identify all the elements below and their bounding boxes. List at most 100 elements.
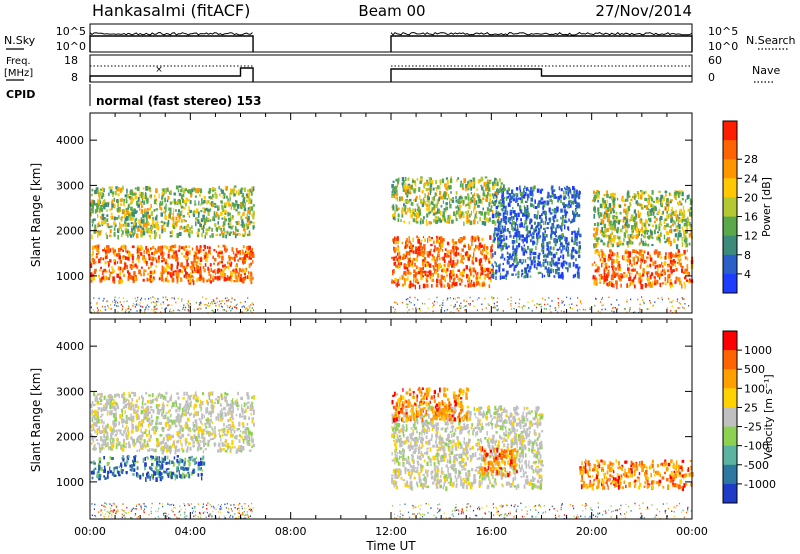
- echo-cell: [540, 188, 544, 192]
- echo-cell: [526, 205, 529, 209]
- echo-cell: [457, 269, 460, 272]
- echo-cell: [491, 244, 493, 248]
- nsky-tick-top: 10^5: [56, 25, 86, 38]
- echo-cell: [169, 231, 172, 234]
- speckle-cell: [469, 296, 471, 299]
- echo-cell: [395, 196, 398, 200]
- speckle-cell: [250, 310, 252, 312]
- echo-cell: [625, 274, 628, 278]
- echo-cell: [560, 225, 563, 230]
- echo-cell: [517, 228, 519, 232]
- echo-cell: [472, 256, 475, 259]
- echo-cell: [150, 256, 153, 259]
- speckle-cell: [469, 304, 471, 306]
- echo-cell: [433, 204, 436, 209]
- echo-cell: [145, 185, 148, 191]
- echo-cell: [628, 257, 630, 260]
- echo-cell: [212, 255, 214, 260]
- echo-cell: [248, 230, 251, 235]
- echo-cell: [556, 209, 559, 213]
- echo-cell: [472, 283, 476, 287]
- echo-cell: [419, 220, 422, 225]
- speckle-cell: [225, 310, 227, 312]
- echo-cell: [455, 249, 457, 254]
- echo-cell: [439, 219, 443, 223]
- echo-cell: [197, 461, 201, 467]
- echo-cell: [185, 251, 189, 257]
- echo-cell: [224, 209, 227, 215]
- echo-cell: [163, 210, 166, 214]
- echo-cell: [530, 224, 533, 229]
- echo-cell: [400, 196, 404, 201]
- echo-cell: [463, 221, 465, 226]
- echo-cell: [90, 272, 93, 278]
- echo-cell: [466, 251, 468, 256]
- echo-cell: [542, 202, 546, 208]
- echo-cell: [578, 195, 581, 200]
- echo-cell: [250, 271, 252, 276]
- echo-cell: [428, 176, 431, 181]
- echo-cell: [160, 207, 163, 211]
- echo-cell: [685, 230, 688, 234]
- echo-cell: [150, 455, 153, 458]
- echo-cell: [472, 267, 476, 273]
- echo-cell: [656, 264, 659, 268]
- echo-cell: [467, 181, 470, 185]
- velocity-echo-region: [90, 454, 206, 482]
- echo-cell: [191, 455, 193, 459]
- echo-cell: [97, 230, 100, 233]
- speckle-cell: [115, 300, 117, 302]
- echo-cell: [411, 263, 414, 268]
- echo-cell: [209, 235, 211, 238]
- echo-cell: [603, 234, 607, 237]
- echo-cell: [161, 394, 163, 398]
- echo-cell: [107, 461, 110, 465]
- echo-cell: [664, 240, 667, 244]
- echo-cell: [174, 270, 177, 273]
- echo-cell: [121, 469, 124, 472]
- echo-cell: [197, 219, 200, 224]
- echo-cell: [636, 261, 638, 265]
- speckle-cell: [200, 304, 202, 306]
- echo-cell: [631, 272, 633, 275]
- echo-cell: [397, 218, 400, 222]
- echo-cell: [238, 220, 240, 226]
- echo-cell: [228, 200, 230, 205]
- echo-cell: [575, 250, 578, 255]
- echo-cell: [248, 274, 250, 279]
- echo-cell: [131, 191, 134, 196]
- echo-cell: [129, 264, 132, 269]
- echo-cell: [147, 278, 150, 282]
- echo-cell: [523, 270, 527, 274]
- echo-cell: [106, 474, 109, 479]
- speckle-cell: [100, 309, 102, 312]
- echo-cell: [102, 204, 104, 208]
- speckle-cell: [224, 309, 226, 311]
- speckle-cell: [121, 309, 123, 312]
- speckle-cell: [424, 311, 427, 314]
- echo-cell: [572, 255, 575, 258]
- echo-cell: [455, 191, 458, 195]
- echo-cell: [214, 276, 217, 280]
- echo-cell: [188, 245, 191, 248]
- echo-cell: [224, 202, 227, 207]
- echo-cell: [537, 254, 540, 260]
- echo-cell: [412, 208, 415, 214]
- echo-cell: [193, 251, 196, 255]
- echo-cell: [441, 269, 443, 273]
- echo-cell: [668, 263, 671, 268]
- echo-cell: [669, 213, 671, 218]
- echo-cell: [678, 202, 680, 206]
- speckle-cell: [626, 311, 628, 314]
- echo-cell: [425, 277, 428, 281]
- echo-cell: [418, 209, 421, 213]
- echo-cell: [644, 243, 647, 246]
- echo-cell: [248, 250, 250, 254]
- echo-cell: [397, 177, 400, 182]
- echo-cell: [175, 251, 177, 254]
- echo-cell: [137, 253, 140, 256]
- echo-cell: [539, 189, 542, 194]
- echo-cell: [229, 192, 231, 198]
- echo-cell: [118, 215, 120, 219]
